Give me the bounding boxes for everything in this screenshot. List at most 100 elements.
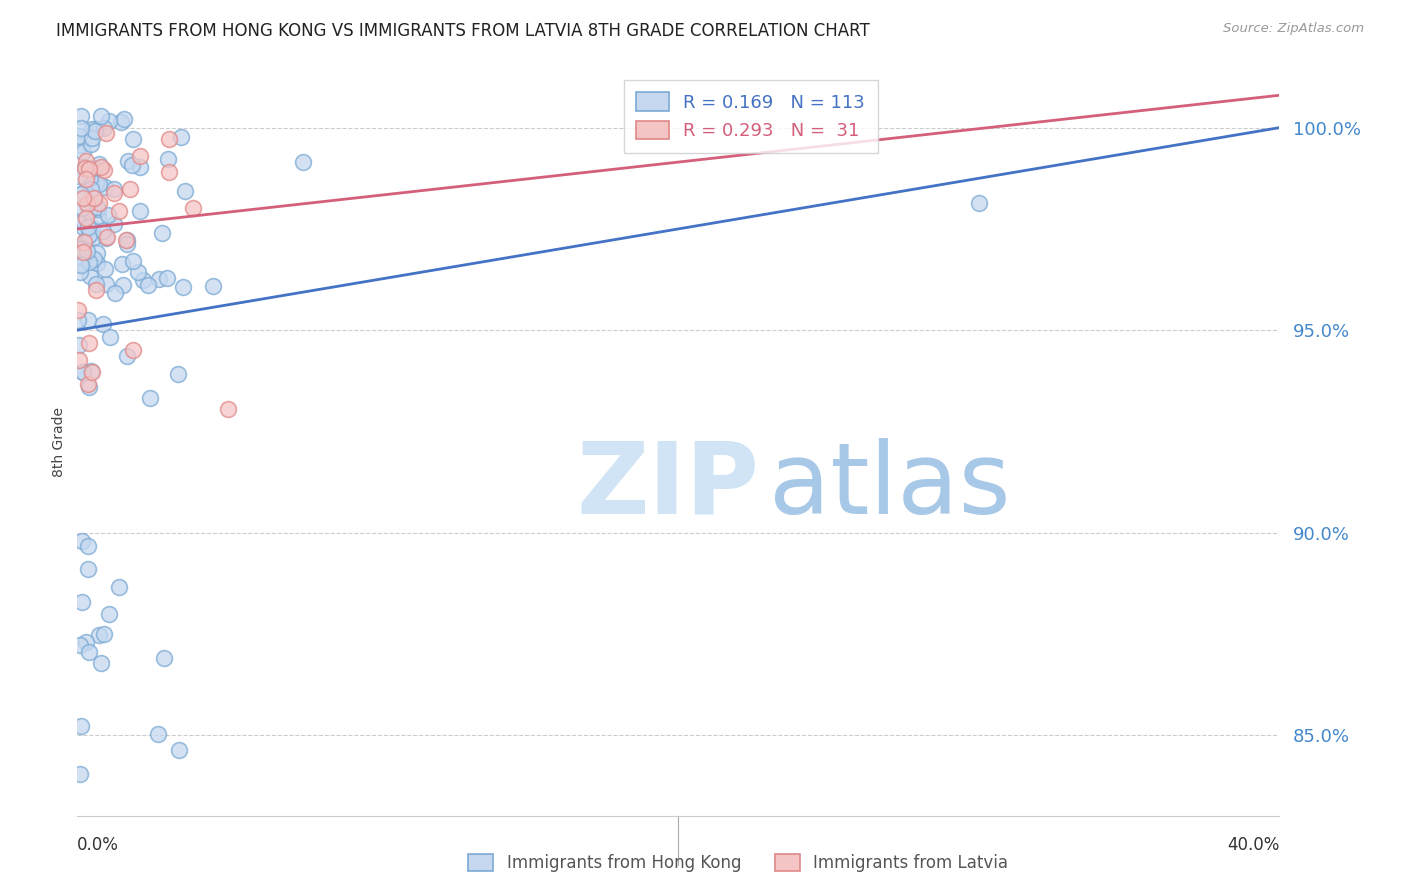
Point [70,110,93,124]
Point [97,208,120,222]
Point [70,242,93,256]
Point [72,214,94,228]
Point [76,244,98,258]
Point [115,233,138,247]
Point [157,164,180,178]
Point [80,181,103,195]
Point [120,182,142,196]
Point [77,254,100,268]
Point [72,365,94,379]
Point [76,376,98,391]
Point [70,120,93,135]
Point [93,627,115,641]
Point [75,635,97,649]
Point [103,182,125,196]
Point [139,391,162,405]
Point [69,338,91,352]
Point [148,272,170,286]
Point [80,221,103,235]
Point [79,268,101,283]
Point [217,401,239,416]
Point [69,766,91,780]
Point [181,202,204,216]
Text: atlas: atlas [769,438,1010,535]
Point [131,273,153,287]
Point [69,239,91,253]
Point [122,131,145,145]
Point [77,228,100,243]
Text: IMMIGRANTS FROM HONG KONG VS IMMIGRANTS FROM LATVIA 8TH GRADE CORRELATION CHART: IMMIGRANTS FROM HONG KONG VS IMMIGRANTS … [56,22,870,40]
Point [104,285,127,300]
Point [67,352,90,367]
Point [94,277,117,291]
Point [80,365,103,379]
Point [84,277,107,292]
Point [173,184,195,198]
Point [86,246,108,260]
Text: 40.0%: 40.0% [1227,837,1279,855]
Point [156,271,179,285]
Point [103,217,125,231]
Point [84,177,107,191]
Point [93,224,115,238]
Point [77,562,100,576]
Point [76,197,98,211]
Point [202,279,225,293]
Point [80,130,103,145]
Point [67,302,90,317]
Point [98,607,121,621]
Point [157,153,180,167]
Point [153,650,176,665]
Point [70,186,93,201]
Point [67,214,90,228]
Point [77,162,100,177]
Point [136,277,159,292]
Point [114,112,136,126]
Y-axis label: 8th Grade: 8th Grade [52,407,66,476]
Point [75,161,97,175]
Point [72,145,94,159]
Point [70,595,93,609]
Point [114,233,136,247]
Point [107,203,129,218]
Point [87,122,110,136]
Point [83,121,105,136]
Point [84,283,107,297]
Point [67,128,90,143]
Point [73,185,96,199]
Legend: R = 0.169   N = 113, R = 0.293   N =  31: R = 0.169 N = 113, R = 0.293 N = 31 [623,79,877,153]
Point [94,231,117,245]
Point [87,202,110,217]
Point [100,330,122,344]
Point [90,656,112,670]
Point [128,161,150,175]
Point [127,265,149,279]
Point [94,261,117,276]
Point [69,638,91,652]
Point [86,200,108,214]
Point [90,161,112,175]
Point [167,743,190,757]
Point [75,153,97,168]
Point [129,203,152,218]
Point [87,195,110,210]
Point [73,161,96,175]
Point [80,121,103,136]
Point [77,220,100,235]
Point [87,209,110,223]
Point [96,126,118,140]
Point [73,220,96,235]
Point [90,109,112,123]
Point [76,231,98,245]
Point [121,157,143,171]
Point [77,335,100,350]
Point [77,379,100,393]
Point [69,258,91,272]
Point [84,124,107,138]
Point [67,169,90,183]
Point [75,211,97,226]
Point [80,136,103,151]
Point [72,534,94,549]
Point [77,203,100,218]
Point [79,170,101,185]
